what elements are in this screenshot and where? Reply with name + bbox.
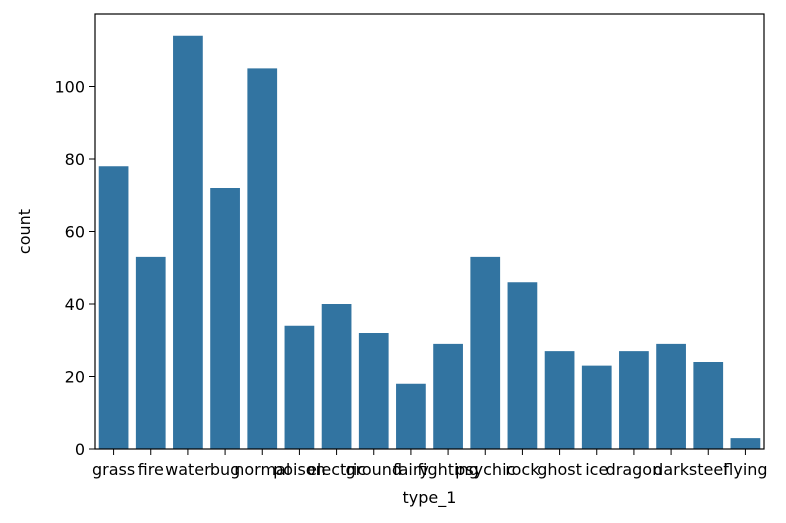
x-tick-label: ghost (537, 460, 582, 479)
plot-frame (94, 13, 765, 450)
bar-bug (210, 188, 240, 449)
x-tick-label: flying (723, 460, 767, 479)
y-tick-label: 80 (65, 150, 85, 169)
bar-grass (98, 166, 129, 449)
bar-dragon (619, 351, 649, 450)
bar-fire (135, 256, 166, 450)
bar-dark (656, 343, 686, 450)
bars-group (98, 35, 761, 450)
x-tick-label: fire (138, 460, 164, 479)
x-tick-label: electric (307, 460, 366, 479)
y-tick-label: 40 (65, 295, 85, 314)
bar-flying (730, 438, 761, 450)
x-tick-label: dark (653, 460, 690, 479)
y-tick-label: 100 (54, 78, 85, 97)
x-tick-label: poison (273, 460, 326, 479)
y-tick-label: 20 (65, 368, 85, 387)
x-tick-label: grass (92, 460, 135, 479)
bar-psychic (470, 256, 501, 450)
x-ticks-group: grass fire water bugnormalpoisonelectricgro… (92, 449, 768, 479)
bar-ground (358, 333, 389, 449)
bar-normal (247, 68, 278, 450)
x-tick-label: ground (345, 460, 402, 479)
y-ticks-group: 0 20 40 60 80 100 (54, 78, 95, 459)
bar-steel (693, 362, 724, 449)
bar-poison (284, 325, 315, 449)
bar-rock (507, 282, 538, 449)
x-tick-label: fairy (393, 460, 429, 479)
x-tick-label: bug (210, 460, 240, 479)
x-tick-label: steel (689, 460, 728, 479)
bar-fairy (396, 383, 426, 449)
x-tick-label: water (165, 460, 211, 479)
x-axis-label: type_1 (403, 488, 457, 508)
bar-electric (321, 304, 352, 449)
plot-background (95, 14, 764, 449)
y-tick-label: 60 (65, 223, 85, 242)
x-tick-label: rock (505, 460, 540, 479)
x-tick-label: fighting (417, 460, 478, 479)
x-tick-label: dragon (606, 460, 663, 479)
x-tick-label: ice (585, 460, 608, 479)
bar-ice (581, 365, 612, 450)
bar-water (173, 35, 203, 449)
bar-ghost (544, 351, 575, 450)
y-tick-label: 0 (75, 440, 85, 459)
x-tick-label: normal (234, 460, 290, 479)
y-axis-label: count (15, 209, 34, 254)
bar-fighting (433, 343, 463, 450)
x-tick-label: psychic (455, 460, 515, 479)
